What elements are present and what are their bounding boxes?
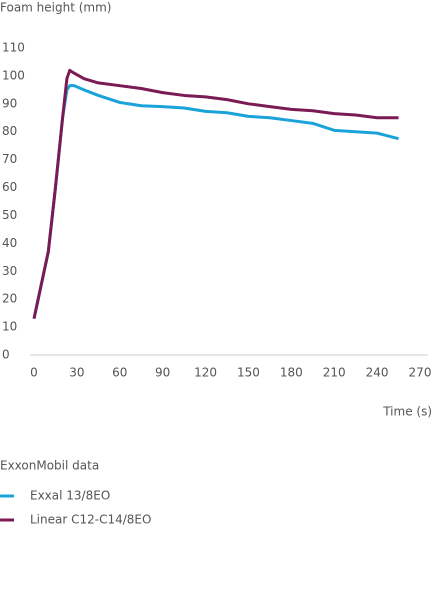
legend-label: Exxal 13/8EO <box>30 489 110 503</box>
series-line <box>32 68 399 320</box>
series-line <box>32 84 399 320</box>
y-tick-label: 40 <box>2 236 17 250</box>
y-tick-label: 60 <box>2 180 17 194</box>
x-tick-label: 120 <box>194 366 217 380</box>
x-tick-label: 180 <box>280 366 303 380</box>
x-tick-label: 90 <box>155 366 170 380</box>
y-tick-label: 0 <box>2 348 10 362</box>
x-tick-label: 240 <box>366 366 389 380</box>
y-tick-label: 30 <box>2 264 17 278</box>
x-tick-label: 270 <box>409 366 432 380</box>
y-tick-label: 80 <box>2 124 17 138</box>
x-tick-label: 60 <box>112 366 127 380</box>
x-tick-label: 30 <box>69 366 84 380</box>
y-tick-label: 100 <box>2 68 25 82</box>
x-tick-label: 210 <box>323 366 346 380</box>
y-axis-label: Foam height (mm) <box>0 1 111 15</box>
legend-title: ExxonMobil data <box>0 459 99 473</box>
y-tick-label: 50 <box>2 208 17 222</box>
y-tick-label: 110 <box>2 41 25 55</box>
y-tick-label: 90 <box>2 96 17 110</box>
x-axis-label: Time (s) <box>382 405 432 419</box>
x-tick-label: 150 <box>237 366 260 380</box>
y-tick-label: 20 <box>2 292 17 306</box>
y-tick-label: 70 <box>2 152 17 166</box>
legend-label: Linear C12-C14/8EO <box>30 513 151 527</box>
x-tick-label: 0 <box>30 366 38 380</box>
y-tick-label: 10 <box>2 320 17 334</box>
